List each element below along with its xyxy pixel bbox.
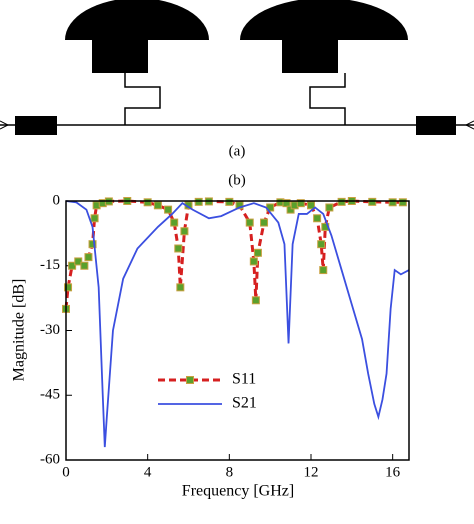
marker (325, 203, 334, 212)
y-tick-label: -30 (40, 322, 60, 338)
marker (307, 201, 315, 210)
x-tick-label: 0 (62, 464, 70, 480)
meander-line (309, 73, 346, 125)
marker (245, 218, 254, 227)
y-axis-label: Magnitude [dB] (11, 279, 28, 382)
marker (225, 197, 234, 206)
subfigure-label: (b) (228, 172, 246, 188)
marker (164, 205, 173, 214)
marker (260, 218, 269, 227)
marker (388, 198, 397, 207)
marker (90, 214, 99, 223)
series-line (65, 200, 410, 448)
x-tick-label: 4 (144, 464, 152, 480)
series-line (64, 199, 403, 310)
meander-line (124, 73, 161, 125)
marker (368, 197, 377, 206)
marker (398, 198, 407, 207)
marker (253, 248, 262, 257)
marker (88, 240, 97, 249)
marker (337, 197, 346, 206)
marker (68, 261, 77, 270)
marker (180, 227, 189, 236)
marker (74, 257, 83, 266)
marker (249, 257, 258, 266)
x-tick-label: 8 (226, 464, 234, 480)
port-arrows (0, 120, 474, 130)
marker (319, 266, 328, 275)
marker (235, 201, 244, 210)
x-axis-label: Frequency [GHz] (182, 483, 294, 500)
marker (296, 199, 305, 208)
y-tick-label: -60 (40, 451, 60, 467)
port-pad (15, 116, 57, 135)
marker (143, 198, 152, 207)
port-pad (416, 116, 456, 135)
marker (286, 205, 295, 214)
x-tick-label: 16 (385, 464, 401, 480)
y-tick-label: -45 (40, 387, 60, 403)
marker (317, 240, 326, 249)
elliptical-stub (240, 0, 408, 40)
elliptical-stub (65, 0, 209, 40)
legend-label: S21 (232, 395, 257, 412)
marker (174, 244, 183, 253)
y-tick-label: 0 (53, 192, 61, 208)
marker (251, 296, 260, 305)
marker (84, 253, 93, 262)
subfigure-label: (a) (229, 143, 246, 159)
legend-marker (186, 376, 194, 384)
stub-section (92, 38, 148, 73)
marker (80, 261, 89, 270)
y-tick-label: -15 (40, 257, 60, 273)
marker (313, 214, 322, 223)
marker (176, 283, 185, 292)
marker (194, 197, 203, 206)
plot-frame (65, 200, 410, 461)
marker (64, 283, 73, 292)
legend-label: S11 (232, 371, 256, 388)
marker (170, 218, 179, 227)
x-tick-label: 12 (304, 464, 319, 480)
layout-diagram: (a) (0, 0, 474, 159)
marker (282, 199, 291, 208)
marker (153, 201, 162, 210)
stub-section (282, 38, 338, 73)
